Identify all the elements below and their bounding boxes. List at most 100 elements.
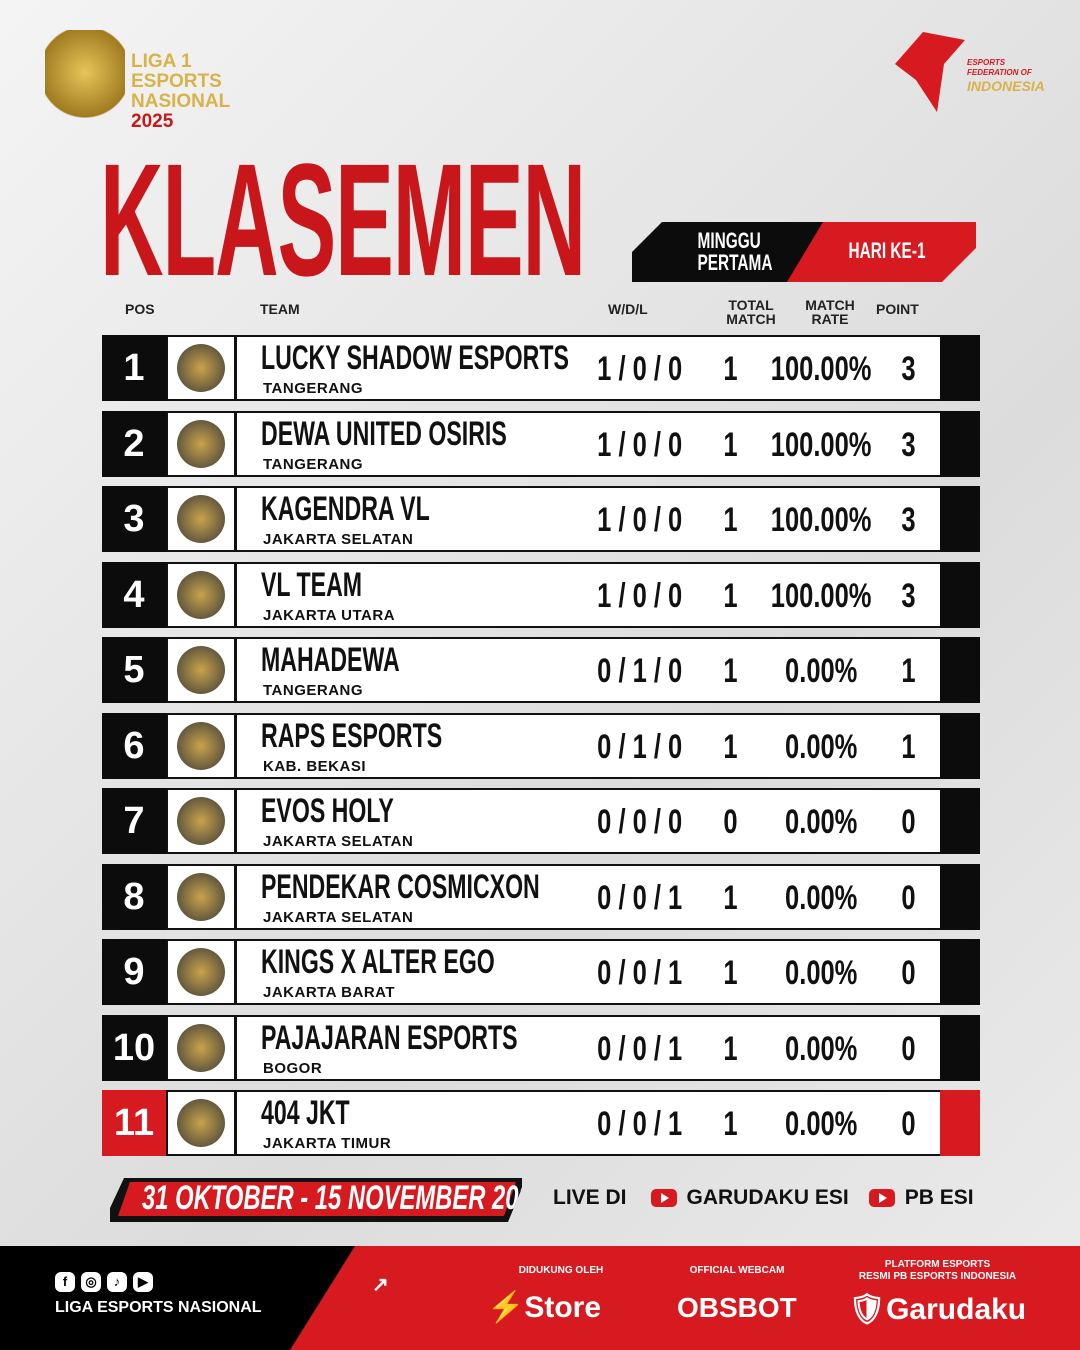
points: 3	[900, 425, 916, 464]
team-name: DEWA UNITED OSIRIS	[261, 414, 507, 453]
team-logo-icon	[177, 872, 225, 921]
team-info: 404 JKT JAKARTA TIMUR 0 / 0 / 1 1 0.00% …	[234, 1090, 946, 1156]
team-name: 404 JKT	[261, 1094, 350, 1132]
header-point: POINT	[876, 301, 919, 317]
federation-text: INDONESIA	[967, 78, 1045, 94]
row-tab	[940, 637, 980, 703]
points: 0	[900, 1029, 916, 1068]
wdl: 0 / 0 / 0	[597, 803, 683, 841]
webcam-label: OFFICIAL WEBCAM	[689, 1265, 785, 1276]
position: 2	[102, 410, 166, 477]
header-rate: RATE	[811, 311, 849, 327]
row-tab	[940, 939, 980, 1005]
table-row: 9 KINGS X ALTER EGO JAKARTA BARAT 0 / 0 …	[102, 939, 980, 1005]
league-logo: LIGA 1 ESPORTS NASIONAL 2025	[45, 30, 255, 135]
position: 10	[102, 1014, 166, 1081]
youtube-icon[interactable]	[868, 1189, 895, 1207]
team-logo-icon	[177, 495, 225, 543]
table-row: 7 EVOS HOLY JAKARTA SELATAN 0 / 0 / 0 0 …	[102, 788, 980, 854]
team-city: JAKARTA BARAT	[263, 984, 396, 1001]
team-city: TANGERANG	[263, 455, 364, 473]
logo-text: ESPORTS	[131, 71, 222, 92]
team-info: PENDEKAR COSMICXON JAKARTA SELATAN 0 / 0…	[234, 863, 946, 930]
federation-text: ESPORTS	[967, 58, 1006, 67]
team-logo	[166, 939, 236, 1005]
match-rate: 100.00%	[770, 425, 872, 464]
points: 0	[900, 1105, 916, 1143]
match-rate: 100.00%	[770, 576, 872, 615]
table-row: 5 MAHADEWA TANGERANG 0 / 1 / 0 1 0.00% 1	[102, 637, 980, 703]
total-match: 1	[722, 501, 738, 539]
total-match: 1	[722, 425, 738, 464]
wdl: 1 / 0 / 0	[597, 501, 683, 539]
team-logo	[166, 486, 236, 552]
tiktok-icon[interactable]: ♪	[107, 1272, 127, 1292]
instagram-icon[interactable]: ◎	[81, 1272, 101, 1292]
sponsor-garudaku: 🛡Garudaku	[848, 1292, 1026, 1327]
row-tab	[940, 788, 980, 854]
logo-year: 2025	[131, 111, 174, 132]
team-info: LUCKY SHADOW ESPORTS TANGERANG 1 / 0 / 0…	[234, 335, 946, 401]
team-city: JAKARTA SELATAN	[263, 531, 414, 548]
table-row: 8 PENDEKAR COSMICXON JAKARTA SELATAN 0 /…	[102, 863, 980, 930]
logo-text: NASIONAL	[131, 91, 231, 112]
row-tab	[940, 410, 980, 477]
page-title: KLASEMEN	[100, 130, 586, 309]
team-logo	[166, 1090, 236, 1156]
total-match: 1	[722, 576, 738, 615]
week-line1: MINGGU	[697, 228, 761, 253]
wdl: 0 / 0 / 1	[597, 1105, 683, 1143]
match-rate: 100.00%	[770, 350, 872, 388]
week-line2: PERTAMA	[697, 250, 773, 275]
total-match: 1	[722, 727, 738, 766]
supported-label: DIDUKUNG OLEH	[518, 1265, 604, 1276]
garudaku-logo-icon: 🛡	[848, 1293, 887, 1326]
team-info: PAJAJARAN ESPORTS BOGOR 0 / 0 / 1 1 0.00…	[234, 1014, 946, 1081]
team-name: KINGS X ALTER EGO	[261, 943, 495, 981]
points: 1	[900, 652, 916, 690]
team-logo	[166, 788, 236, 854]
team-name: RAPS ESPORTS	[261, 716, 443, 755]
wdl: 1 / 0 / 0	[597, 350, 683, 388]
facebook-icon[interactable]: f	[55, 1272, 75, 1292]
team-city: JAKARTA TIMUR	[263, 1135, 392, 1152]
sponsor-obsbot: OBSBOT	[677, 1292, 797, 1323]
team-logo	[166, 410, 236, 477]
points: 1	[900, 727, 916, 766]
row-tab	[940, 561, 980, 628]
team-name: EVOS HOLY	[261, 792, 394, 830]
team-name: KAGENDRA VL	[261, 490, 430, 528]
youtube-icon[interactable]: ▶	[133, 1272, 153, 1292]
points: 3	[900, 576, 916, 615]
team-city: JAKARTA SELATAN	[263, 833, 414, 850]
team-logo-icon	[177, 344, 225, 392]
total-match: 1	[722, 954, 738, 992]
arrow-up-right-icon: ↗	[372, 1274, 389, 1296]
footer: f ◎ ♪ ▶ LIGA ESPORTS NASIONAL ↗ DIDUKUNG OL…	[0, 1246, 1080, 1350]
match-rate: 0.00%	[784, 878, 858, 917]
total-match: 1	[722, 1029, 738, 1068]
header-total: TOTAL	[728, 297, 774, 313]
position: 4	[102, 561, 166, 628]
header-rate: MATCH	[805, 297, 855, 313]
row-tab	[940, 1014, 980, 1081]
wdl: 0 / 0 / 1	[597, 878, 683, 917]
team-info: DEWA UNITED OSIRIS TANGERANG 1 / 0 / 0 1…	[234, 410, 946, 477]
week-badge: MINGGU PERTAMA HARI KE-1	[632, 222, 976, 282]
footer-brand: LIGA ESPORTS NASIONAL	[55, 1299, 262, 1316]
team-info: EVOS HOLY JAKARTA SELATAN 0 / 0 / 0 0 0.…	[234, 788, 946, 854]
points: 3	[900, 350, 916, 388]
team-name: VL TEAM	[261, 565, 363, 604]
channel-pbesi[interactable]: PB ESI	[904, 1186, 974, 1209]
platform-label: RESMI PB ESPORTS INDONESIA	[858, 1271, 1017, 1282]
channel-garudaku[interactable]: GARUDAKU ESI	[686, 1186, 849, 1209]
wdl: 0 / 1 / 0	[597, 652, 683, 690]
total-match: 1	[722, 878, 738, 917]
team-logo-icon	[177, 646, 225, 694]
youtube-icon[interactable]	[650, 1189, 677, 1207]
day-label: HARI KE-1	[848, 238, 926, 263]
team-logo-icon	[177, 721, 225, 770]
team-logo-icon	[177, 570, 225, 619]
team-city: BOGOR	[263, 1059, 323, 1077]
team-info: MAHADEWA TANGERANG 0 / 1 / 0 1 0.00% 1	[234, 637, 946, 703]
